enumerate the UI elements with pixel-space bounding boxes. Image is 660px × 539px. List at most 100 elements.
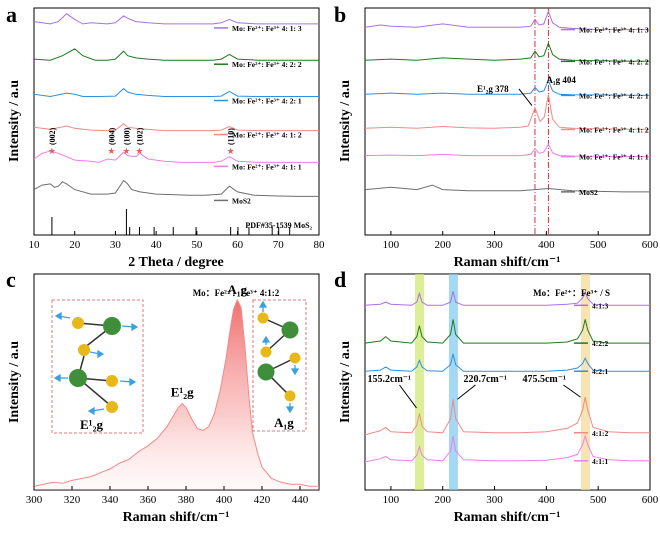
x-tick-label: 80 [314, 239, 326, 251]
x-tick-label: 400 [538, 494, 555, 506]
x-tick-label: 50 [191, 239, 203, 251]
panel-b-label: b [334, 2, 346, 27]
panel-b: b Mo: Fe²⁺: Fe³⁺ 4: 1: 3Mo: Fe²⁺: Fe³⁺ 4… [334, 2, 659, 270]
raman-series-line [364, 9, 650, 31]
legend-entry: Mo: Fe²⁺: Fe³⁺ 4: 2: 1 [579, 91, 649, 100]
legend-entry: Mo: Fe²⁺: Fe³⁺ 4: 1: 1 [232, 162, 302, 171]
panel-c-spectrum-area [34, 299, 319, 490]
annotation-arrow [563, 384, 581, 398]
panel-d-label: d [334, 267, 346, 292]
raman-series-line [364, 79, 651, 96]
x-tick-label: 40 [151, 239, 163, 251]
panel-c: c Mo：Fe²⁺：Fe³⁺ 4:1:2 E¹₂g A₁g [6, 267, 320, 525]
xrd-series-line [33, 179, 319, 197]
sulfur-atom [106, 401, 118, 413]
highlight-band [580, 274, 590, 490]
inset-e2g-box [51, 299, 144, 434]
legend-entry: Mo: Fe²⁺: Fe³⁺ 4: 1: 3 [232, 24, 302, 33]
x-tick-label: 420 [254, 494, 271, 506]
raman-series-line [364, 319, 650, 344]
x-tick-label: 30 [110, 239, 122, 251]
panel-a-x-ticks: 10 20 30 40 50 60 70 80 [29, 231, 326, 251]
inset-a1g-box [252, 299, 307, 432]
panel-d-highlight-bands [415, 274, 590, 490]
panel-a-frame [33, 7, 320, 236]
molybdenum-atom [103, 317, 121, 335]
panel-b-curves [364, 9, 651, 193]
raman-series-line [364, 291, 650, 306]
peak-annotation: A₁g [227, 282, 247, 297]
x-tick-label: 600 [642, 239, 659, 251]
sulfur-atom [106, 375, 118, 387]
panel-c-annotations: E¹₂g A₁g [171, 282, 248, 400]
legend-entry: 4:2:2 [592, 339, 608, 348]
panel-d-y-axis-label: Intensity / a.u [338, 341, 353, 423]
panel-d-annotations: 155.2cm⁻¹ 220.7cm⁻¹ 475.5cm⁻¹ [368, 374, 581, 409]
inset-e2g-label: E¹₂g [80, 417, 103, 432]
x-tick-label: 300 [26, 494, 43, 506]
peak-marker-star: ★ [122, 146, 130, 156]
raman-series-line [364, 143, 651, 158]
x-tick-label: 320 [64, 494, 81, 506]
xrd-series-line [33, 87, 319, 98]
raman-series-line [364, 353, 650, 372]
molybdenum-atom [69, 369, 87, 387]
panel-d-legend: 4:1:3 4:2:2 4:2:1 4:1:2 4:1:1 [574, 301, 608, 466]
sulfur-atom [72, 317, 84, 329]
x-tick-label: 500 [590, 494, 607, 506]
raman-series-line [364, 184, 650, 193]
x-tick-label: 200 [434, 239, 451, 251]
legend-entry: 4:1:1 [592, 457, 608, 466]
legend-entry: Mo: Fe²⁺: Fe³⁺ 4: 1: 2 [579, 125, 649, 134]
legend-entry: Mo: Fe²⁺: Fe³⁺ 4: 2: 2 [579, 57, 649, 66]
x-tick-label: 60 [232, 239, 244, 251]
legend-entry: Mo: Fe²⁺: Fe³⁺ 4: 2: 2 [232, 60, 302, 69]
raman-series-line [364, 94, 651, 130]
inset-a1g-label: A₁g [274, 415, 294, 430]
sulfur-atom [78, 344, 90, 356]
panel-b-x-axis-label: Raman shift/cm⁻¹ [454, 255, 561, 270]
xrd-series-line [33, 13, 319, 25]
peak-marker-star: ★ [227, 146, 235, 156]
highlight-band [415, 274, 425, 490]
panel-c-x-ticks: 300 320 340 360 380 400 420 440 [26, 486, 309, 506]
panel-c-spectrum-line [33, 298, 319, 487]
band-annotation: 475.5cm⁻¹ [522, 374, 566, 385]
panel-c-inset-e2g: E¹₂g [51, 299, 144, 434]
panel-a-x-axis-label: 2 Theta / degree [128, 255, 224, 270]
x-tick-label: 70 [273, 239, 285, 251]
legend-entry: 4:2:1 [592, 367, 608, 376]
panel-a-reference-label: PDF#35-1539 MoS₂ [245, 221, 312, 230]
highlight-band [448, 274, 458, 490]
peak-annotation: A₁g 404 [546, 75, 576, 85]
legend-entry: Mo: Fe²⁺: Fe³⁺ 4: 1: 2 [232, 131, 302, 140]
panel-c-inset-a1g: A₁g [252, 299, 307, 432]
panel-a-y-axis-label: Intensity / a.u [7, 80, 22, 162]
x-tick-label: 380 [178, 494, 195, 506]
panel-b-annotations: E¹₂g 378 A₁g 404 [477, 75, 576, 106]
legend-entry: Mo: Fe²⁺: Fe³⁺ 4: 1: 1 [579, 153, 649, 162]
peak-marker-star: ★ [135, 146, 143, 156]
panel-b-y-axis-label: Intensity / a.u [338, 80, 353, 162]
band-annotation: 220.7cm⁻¹ [463, 374, 507, 385]
legend-entry: Mo: Fe²⁺: Fe³⁺ 4: 1: 3 [579, 26, 649, 35]
x-tick-label: 500 [590, 239, 607, 251]
panel-b-frame [364, 7, 651, 236]
panel-d-title: Mo：Fe²⁺：Fe³⁺ / S [533, 288, 610, 298]
peak-marker-label: (004) [107, 127, 116, 145]
panel-a: a PDF#35-1539 MoS₂ ★(002)★(004)★(100)★(1… [6, 2, 325, 270]
x-tick-label: 440 [292, 494, 309, 506]
legend-entry: Mo: Fe²⁺: Fe³⁺ 4: 2: 1 [232, 97, 302, 106]
band-annotation: 155.2cm⁻¹ [368, 374, 412, 385]
xrd-series-line [33, 48, 319, 61]
x-tick-label: 600 [642, 494, 659, 506]
panel-b-legend: Mo: Fe²⁺: Fe³⁺ 4: 1: 3 Mo: Fe²⁺: Fe³⁺ 4: … [561, 26, 649, 197]
x-tick-label: 400 [216, 494, 233, 506]
annotation-arrow [518, 88, 533, 106]
raman-series-line [364, 397, 650, 436]
raman-series-line [364, 434, 650, 463]
peak-marker-star: ★ [48, 146, 56, 156]
panel-b-x-ticks: 100 200 300 400 500 600 [383, 231, 659, 251]
legend-entry: 4:1:3 [592, 301, 608, 310]
panel-a-peak-markers: ★(002)★(004)★(100)★(102)★(110) [48, 127, 236, 156]
